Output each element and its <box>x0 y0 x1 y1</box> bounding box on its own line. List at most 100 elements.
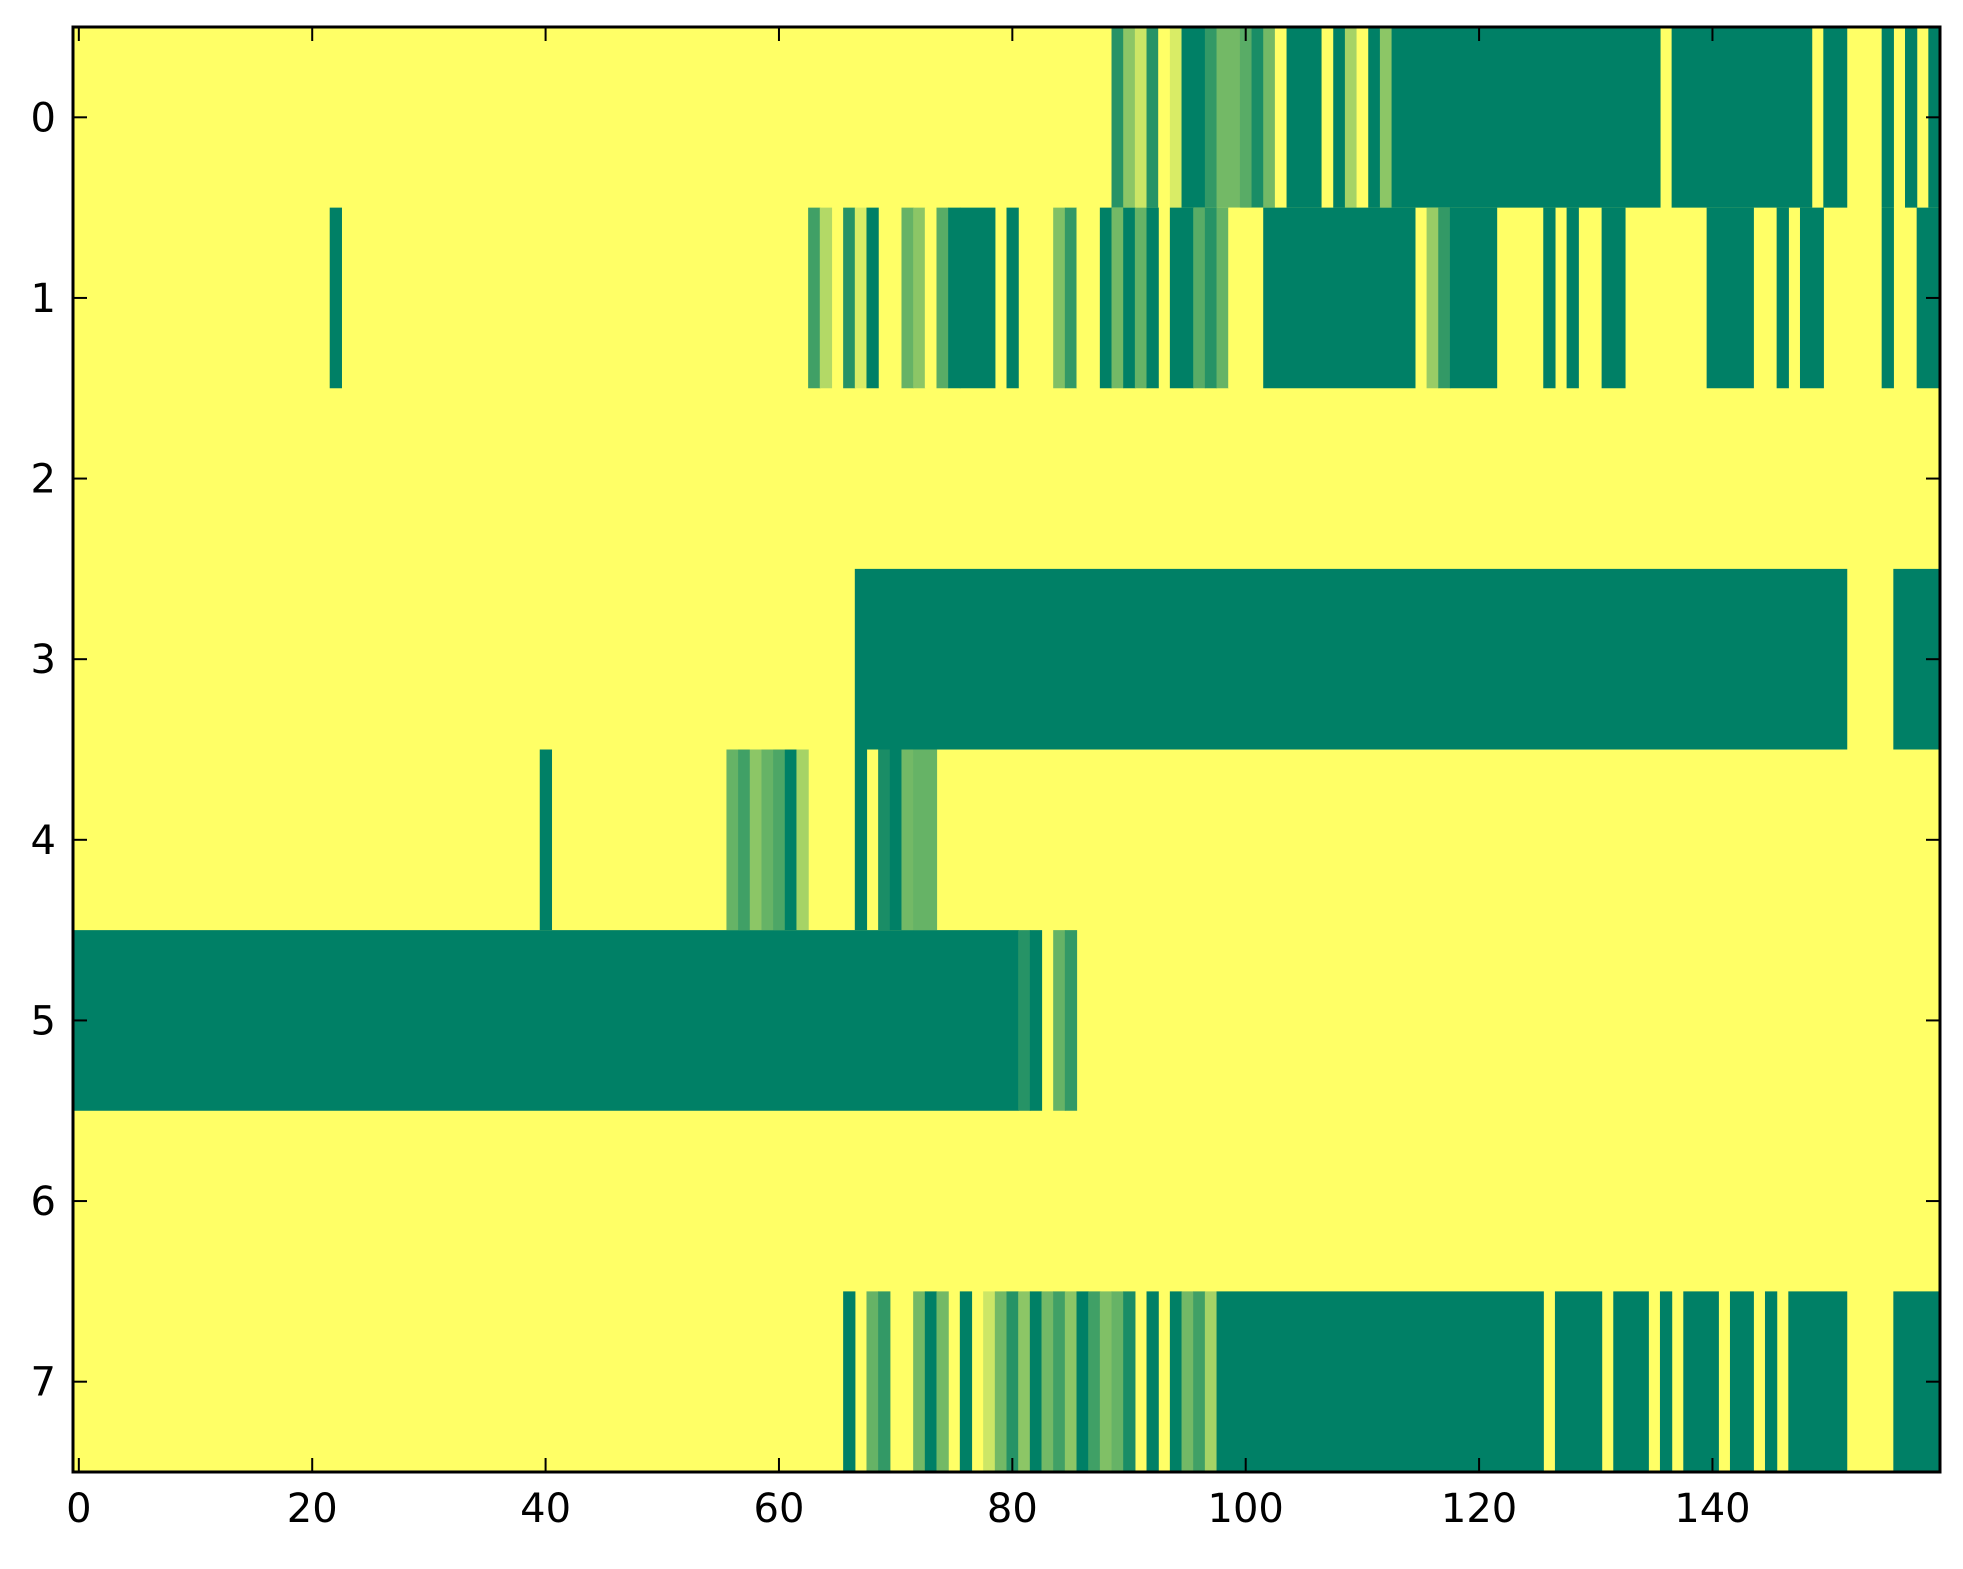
heatmap-cell <box>936 207 949 389</box>
heatmap-cell <box>1146 207 1159 389</box>
heatmap-cell <box>878 1291 891 1473</box>
heatmap-cell <box>1729 1291 1754 1473</box>
heatmap-cell <box>1601 207 1626 389</box>
heatmap-cell <box>1823 27 1848 208</box>
heatmap-cell <box>1274 27 1288 208</box>
heatmap-cell <box>913 749 938 931</box>
heatmap-cell <box>1368 27 1381 208</box>
heatmap-cell <box>1263 27 1276 208</box>
heatmap-cell <box>1018 930 1031 1111</box>
heatmap-cell <box>913 1291 926 1473</box>
heatmap-cell <box>1904 27 1918 208</box>
x-tick-label: 40 <box>520 1486 571 1532</box>
x-tick-label: 100 <box>1208 1486 1284 1532</box>
y-tick-label: 5 <box>31 998 56 1044</box>
heatmap-cell <box>1193 1291 1206 1473</box>
heatmap-cell <box>726 749 739 931</box>
heatmap-cell <box>1169 1291 1183 1473</box>
y-tick-label: 6 <box>31 1179 56 1225</box>
heatmap-cell <box>1169 207 1194 389</box>
y-tick-label: 0 <box>31 95 56 141</box>
x-tick-label: 60 <box>754 1486 805 1532</box>
heatmap-cell <box>1671 27 1813 208</box>
heatmap-cell <box>1111 207 1124 389</box>
heatmap-cell <box>1881 207 1894 389</box>
heatmap-cell <box>901 749 914 931</box>
heatmap-cell <box>1076 207 1089 389</box>
x-tick-label: 20 <box>287 1486 338 1532</box>
heatmap-cell <box>854 207 868 389</box>
heatmap-cell <box>1554 1291 1603 1473</box>
heatmap-cell <box>1216 1291 1544 1473</box>
heatmap-cell <box>1659 1291 1673 1473</box>
heatmap-cell <box>1776 207 1789 389</box>
heatmap-cell <box>936 1291 949 1473</box>
heatmap-cell <box>959 1291 973 1473</box>
heatmap-cell <box>1169 27 1183 208</box>
heatmap-cell <box>924 1291 938 1473</box>
heatmap-cell <box>1053 207 1066 389</box>
heatmap-cell <box>1076 1291 1089 1473</box>
heatmap-cell <box>1391 27 1661 208</box>
heatmap-cell <box>1134 27 1148 208</box>
heatmap-cell <box>761 749 774 931</box>
x-tick-label: 0 <box>66 1486 91 1532</box>
heatmap-cell <box>329 207 342 389</box>
heatmap-cell <box>1426 207 1439 389</box>
heatmap-cell <box>1379 27 1393 208</box>
heatmap-cell <box>1123 207 1136 389</box>
heatmap-cell <box>1146 1291 1159 1473</box>
heatmap-cell <box>1321 27 1334 208</box>
heatmap-cell <box>1204 1291 1218 1473</box>
heatmap-cell <box>738 749 751 931</box>
heatmap-cell <box>1356 27 1369 208</box>
heatmap-cell <box>843 207 856 389</box>
heatmap-cell <box>1099 207 1113 389</box>
heatmap-cell <box>1566 207 1579 389</box>
heatmap-cell <box>1438 207 1451 389</box>
y-tick-label: 2 <box>31 457 56 503</box>
heatmap-cell <box>1193 207 1206 389</box>
heatmap-cell <box>1228 207 1241 389</box>
heatmap-cell <box>539 749 553 931</box>
heatmap-cell <box>1099 1291 1113 1473</box>
heatmap-cell <box>1029 930 1043 1111</box>
axis-ticks <box>73 27 1940 1472</box>
heatmap-cell <box>1064 930 1078 1111</box>
heatmap-cell <box>1881 27 1894 208</box>
heatmap-cell <box>1251 207 1264 389</box>
heatmap-cell <box>854 568 1848 750</box>
tick-labels: 0 20 40 60 80 100 120 140 0 1 2 3 4 5 6 7 <box>31 95 1751 1532</box>
heatmap-cell <box>866 207 879 389</box>
heatmap-cell <box>1263 207 1416 389</box>
heatmap-cell <box>1344 27 1358 208</box>
x-tick-label: 120 <box>1441 1486 1517 1532</box>
heatmap-cell <box>1134 207 1148 389</box>
heatmap-cell <box>983 1291 996 1473</box>
heatmap-cell <box>784 749 798 931</box>
heatmap-cell <box>1053 1291 1066 1473</box>
heatmap-cell <box>1706 207 1754 389</box>
heatmap-cell <box>796 749 809 931</box>
heatmap-cell <box>1111 27 1124 208</box>
heatmap-cell <box>1029 1291 1043 1473</box>
heatmap-cell <box>749 749 763 931</box>
heatmap-cell <box>1064 1291 1078 1473</box>
heatmap-cell <box>1799 207 1824 389</box>
heatmap-cell <box>959 207 996 389</box>
y-tick-label: 4 <box>31 818 56 864</box>
heatmap-cell <box>1543 207 1556 389</box>
heatmap-cell <box>901 207 914 389</box>
heatmap-cell <box>1053 930 1066 1111</box>
heatmap-cell <box>1788 1291 1848 1473</box>
heatmap-cell <box>1181 27 1206 208</box>
heatmap-cell <box>1123 27 1136 208</box>
heatmap-cell <box>1216 27 1241 208</box>
heatmap-cell <box>866 1291 879 1473</box>
heatmap-cell <box>1181 1291 1194 1473</box>
x-tick-label: 140 <box>1674 1486 1750 1532</box>
heatmap-cell <box>1613 1291 1649 1473</box>
heatmap-cell <box>1449 207 1498 389</box>
